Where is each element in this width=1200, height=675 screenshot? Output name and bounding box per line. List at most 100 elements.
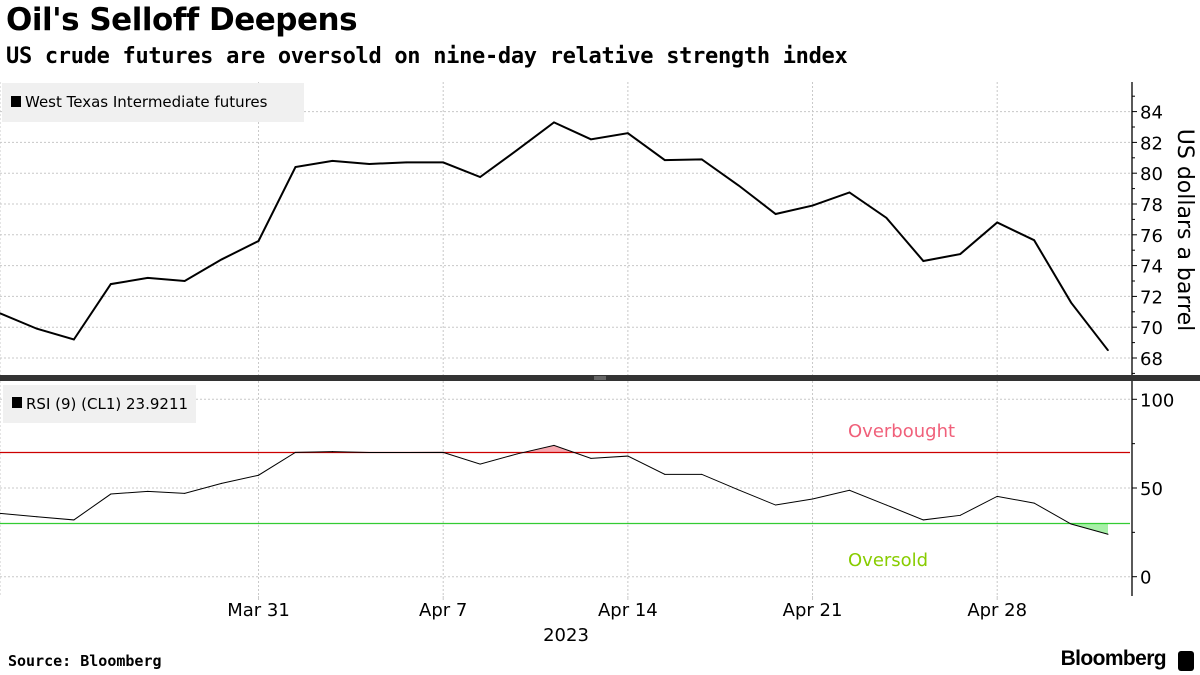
price-y-tick-label: 80	[1140, 164, 1163, 185]
price-point	[73, 338, 75, 341]
price-y-tick-label: 84	[1140, 103, 1163, 124]
rsi-point	[959, 514, 961, 516]
price-point	[590, 138, 592, 141]
rsi-point	[627, 455, 629, 457]
rsi-point	[110, 493, 112, 495]
axes: 68 70 72 74 76 78 80 82 84 0 50 100 Mar 31 Apr 7 Apr 1…	[0, 82, 1200, 621]
price-y-tick-label: 76	[1140, 226, 1163, 247]
rsi-point	[184, 492, 186, 494]
price-point	[36, 327, 38, 330]
rsi-line	[0, 444, 1109, 535]
price-y-tick-label: 82	[1140, 133, 1163, 154]
rsi-point	[1107, 533, 1109, 535]
price-point	[1070, 301, 1072, 304]
rsi-point	[1070, 523, 1072, 525]
price-legend-label: West Texas Intermediate futures	[25, 93, 268, 111]
price-point	[257, 240, 260, 242]
price-y-tick-label: 74	[1140, 257, 1163, 278]
price-point	[627, 132, 629, 134]
rsi-point	[368, 452, 370, 454]
price-point	[885, 217, 888, 219]
series-marks	[0, 121, 1130, 535]
x-axis-year-label: 2023	[543, 625, 589, 646]
rsi-point	[553, 444, 555, 446]
price-y-tick-label: 78	[1140, 195, 1163, 216]
x-tick-label: Apr 28	[967, 600, 1027, 621]
price-y-tick-label: 72	[1140, 287, 1163, 308]
price-point	[331, 160, 334, 162]
price-point	[110, 283, 112, 285]
rsi-legend-swatch	[12, 397, 22, 408]
chart-subtitle: US crude futures are oversold on nine-da…	[6, 44, 848, 69]
rsi-point	[147, 490, 149, 492]
bloomberg-terminal-icon	[1178, 651, 1194, 671]
price-grid	[0, 82, 1130, 376]
x-tick-label: Apr 21	[783, 600, 843, 621]
price-point	[553, 121, 555, 124]
bloomberg-logo: Bloomberg	[1060, 647, 1167, 670]
rsi-point	[922, 519, 924, 521]
price-point	[700, 158, 703, 161]
price-line	[0, 121, 1109, 351]
rsi-point	[996, 495, 998, 497]
price-point	[294, 166, 297, 168]
rsi-legend-label: RSI (9) (CL1) 23.9211	[26, 395, 188, 413]
x-tick-label: Mar 31	[227, 600, 290, 621]
chart-title: Oil's Selloff Deepens	[6, 2, 358, 38]
overbought-label: Overbought	[848, 421, 955, 442]
price-point	[0, 312, 1, 315]
price-legend-swatch	[11, 96, 21, 107]
rsi-point	[812, 498, 814, 500]
rsi-point	[73, 519, 75, 521]
rsi-point	[590, 457, 592, 459]
rsi-zone-fills	[0, 445, 1108, 535]
price-point	[811, 204, 814, 207]
source-note: Source: Bloomberg	[8, 652, 162, 670]
rsi-point	[221, 482, 223, 484]
price-point	[146, 277, 149, 279]
price-point	[922, 260, 925, 262]
rsi-point	[479, 463, 481, 465]
rsi-point	[405, 452, 407, 454]
rsi-point	[442, 451, 444, 453]
rsi-point	[0, 512, 1, 514]
price-point	[405, 161, 408, 164]
rsi-point	[331, 451, 333, 453]
y-axis-title: US dollars a barrel	[1172, 129, 1197, 331]
oversold-fill	[0, 523, 1108, 535]
price-point	[664, 159, 666, 161]
price-point	[220, 258, 223, 261]
price-point	[996, 221, 998, 224]
x-tick-label: Apr 14	[598, 600, 658, 621]
rsi-point	[516, 453, 518, 455]
rsi-y-tick-label: 0	[1140, 568, 1151, 589]
panel-divider	[0, 375, 1200, 381]
rsi-point	[848, 489, 850, 491]
price-point	[737, 184, 740, 187]
rsi-point	[775, 504, 777, 506]
price-y-tick-label: 68	[1140, 349, 1163, 370]
price-point	[368, 163, 371, 165]
rsi-y-tick-label: 50	[1140, 479, 1163, 500]
rsi-point	[258, 474, 260, 476]
oversold-label: Oversold	[848, 550, 928, 571]
rsi-point	[738, 489, 740, 491]
rsi-point	[1033, 502, 1035, 504]
price-point	[442, 161, 445, 164]
rsi-point	[294, 451, 296, 453]
price-point	[183, 280, 186, 282]
rsi-y-tick-label: 100	[1140, 390, 1174, 411]
rsi-legend-box	[3, 385, 196, 423]
x-tick-label: Apr 7	[419, 600, 467, 621]
price-legend-box	[2, 83, 304, 122]
rsi-point	[885, 504, 887, 506]
overbought-fill	[0, 445, 1108, 453]
price-point	[959, 253, 962, 255]
price-point	[1107, 349, 1109, 352]
price-point	[479, 176, 481, 178]
rsi-point	[664, 473, 666, 475]
price-point	[1033, 239, 1035, 241]
price-point	[774, 213, 777, 215]
price-y-tick-label: 70	[1140, 318, 1163, 339]
